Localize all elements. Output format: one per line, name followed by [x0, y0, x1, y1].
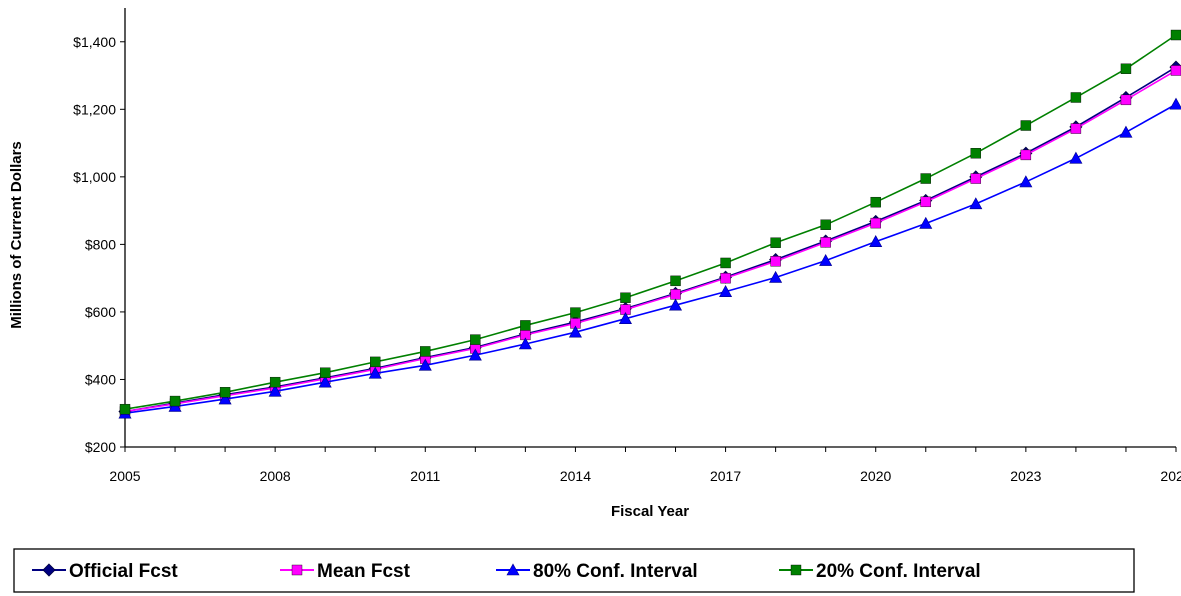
series-line: [124, 69, 1177, 413]
data-point: [770, 237, 781, 248]
x-tick-label: 2005: [109, 468, 140, 484]
legend-box: [13, 548, 1135, 593]
data-point: [870, 217, 881, 229]
data-point: [169, 395, 181, 407]
data-point: [769, 270, 783, 283]
axes: $200 $400 $600 $800 $1,000 $1,200 $1,400 2005 20…: [73, 8, 1181, 484]
series: [119, 29, 1181, 415]
data-point: [1170, 29, 1181, 41]
data-point: [42, 563, 56, 577]
x-tick-label: 2023: [1010, 468, 1041, 484]
data-point: [618, 312, 632, 324]
data-point: [820, 237, 831, 248]
y-tick-label: $1,400: [73, 34, 116, 50]
data-point: [1120, 94, 1132, 106]
data-point: [268, 384, 282, 397]
legend-label: 20% Conf. Interval: [816, 561, 981, 582]
data-point: [1019, 175, 1033, 188]
data-point: [970, 173, 982, 184]
data-point: [1070, 92, 1082, 103]
x-tick-label: 2008: [260, 468, 291, 484]
data-point: [670, 275, 681, 287]
legend-item: Official Fcst: [32, 561, 178, 582]
data-point: [920, 173, 931, 184]
y-tick-label: $1,000: [73, 169, 116, 185]
series: [118, 97, 1181, 419]
x-tick-label: 2020: [860, 468, 891, 484]
y-tick-label: $200: [85, 439, 116, 455]
data-point: [518, 337, 532, 350]
y-tick-label: $400: [85, 371, 116, 387]
legend-label: 80% Conf. Interval: [533, 561, 698, 582]
x-axis-title: Fiscal Year: [611, 503, 689, 520]
legend-item: Mean Fcst: [280, 561, 411, 582]
data-point: [719, 285, 733, 297]
data-point: [119, 403, 131, 415]
legend-label: Mean Fcst: [317, 561, 411, 582]
data-point: [506, 563, 520, 576]
data-point: [920, 196, 931, 208]
y-tick-label: $600: [85, 304, 116, 320]
data-point: [670, 289, 681, 300]
x-tick-label: 2014: [560, 468, 591, 484]
data-point: [919, 216, 933, 229]
data-point: [820, 219, 831, 230]
data-point: [420, 346, 431, 357]
data-point: [219, 387, 231, 398]
data-point: [370, 356, 381, 368]
series: [118, 60, 1181, 419]
data-point: [770, 256, 781, 267]
legend: Official Fcst Mean Fcst 80% Conf. Interval…: [13, 548, 1135, 593]
data-point: [470, 334, 481, 345]
data-point: [418, 358, 432, 371]
data-point: [468, 348, 482, 361]
y-axis-title: Millions of Current Dollars: [8, 141, 25, 329]
data-point: [1070, 123, 1082, 134]
series-layer: [118, 29, 1181, 419]
data-point: [1169, 97, 1181, 110]
data-point: [1119, 125, 1133, 138]
data-point: [318, 375, 332, 388]
data-point: [1020, 120, 1032, 131]
data-point: [1120, 63, 1132, 74]
data-point: [568, 325, 582, 338]
legend-label: Official Fcst: [69, 561, 178, 582]
y-tick-label: $800: [85, 236, 116, 252]
data-point: [970, 148, 982, 159]
data-point: [620, 292, 631, 303]
y-tick-label: $1,200: [73, 101, 116, 117]
data-point: [720, 257, 731, 269]
data-point: [1020, 149, 1032, 161]
data-point: [520, 320, 531, 331]
data-point: [869, 235, 883, 247]
data-point: [218, 392, 232, 405]
data-point: [870, 196, 881, 208]
legend-item: 80% Conf. Interval: [496, 561, 698, 582]
data-point: [969, 197, 983, 210]
data-point: [319, 367, 331, 378]
data-point: [790, 564, 802, 576]
data-point: [570, 307, 581, 318]
x-tick-label: 2026: [1160, 468, 1181, 484]
legend-item: 20% Conf. Interval: [779, 561, 981, 582]
series-line: [124, 103, 1177, 415]
series: [119, 65, 1181, 417]
data-point: [368, 366, 382, 379]
data-point: [1069, 151, 1083, 164]
data-point: [819, 253, 833, 266]
data-point: [669, 298, 683, 311]
data-point: [1170, 65, 1181, 76]
data-point: [291, 564, 303, 576]
data-point: [269, 376, 281, 388]
series-line: [124, 34, 1177, 410]
series-line: [124, 66, 1177, 413]
x-tick-label: 2017: [710, 468, 741, 484]
x-tick-label: 2011: [410, 468, 440, 484]
data-point: [720, 272, 731, 284]
